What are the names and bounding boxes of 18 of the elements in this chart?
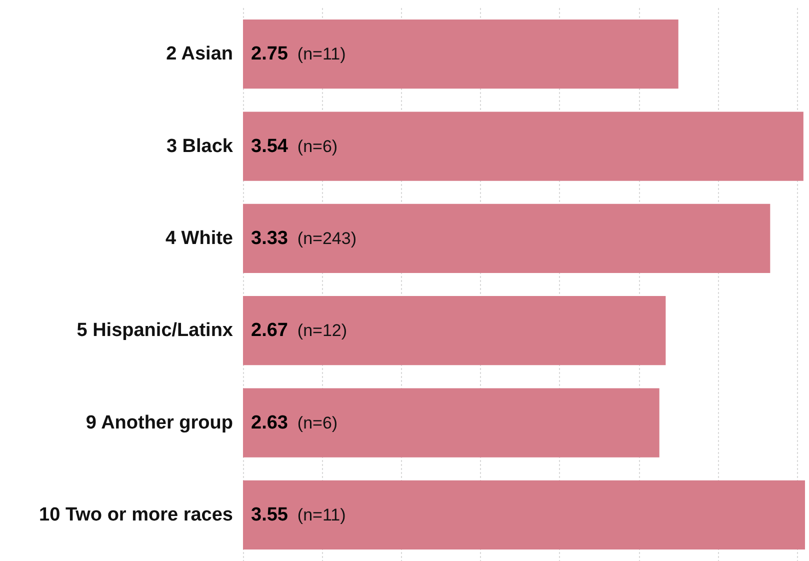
bar <box>243 112 804 181</box>
data-label: 3.33 (n=243) <box>251 228 356 249</box>
y-tick-label: 2 Asian <box>166 44 233 65</box>
bar <box>243 480 805 550</box>
y-tick-label: 5 Hispanic/Latinx <box>76 320 234 342</box>
y-tick-label: 3 Black <box>166 136 234 157</box>
bar <box>243 388 660 458</box>
bar <box>243 204 770 273</box>
data-label: 2.67 (n=12) <box>251 320 348 342</box>
data-label: 3.54 (n=6) <box>251 136 338 157</box>
bar <box>243 20 678 89</box>
data-label: 2.75 (n=11) <box>251 44 346 65</box>
data-label: 3.55 (n=11) <box>251 504 346 526</box>
data-label: 2.63 (n=6) <box>251 412 338 434</box>
y-tick-label: 9 Another group <box>86 412 233 434</box>
y-tick-label: 10 Two or more races <box>39 504 233 526</box>
bar <box>243 296 666 366</box>
y-tick-label: 4 White <box>165 228 233 249</box>
